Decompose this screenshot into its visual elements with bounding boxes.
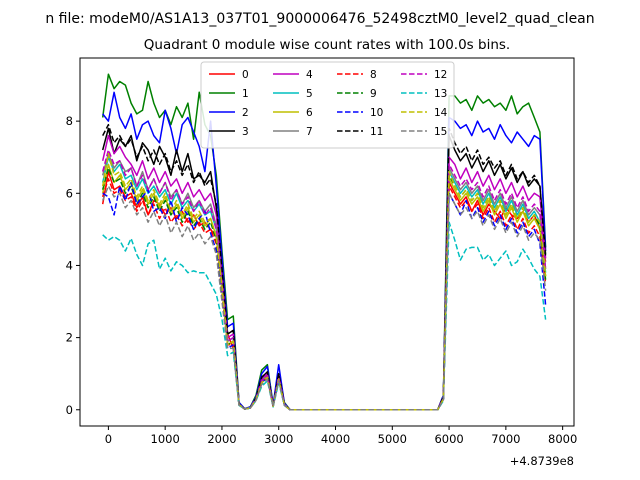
chart-title: Quadrant 0 module wise count rates with … [144,37,510,53]
legend-label-9: 9 [370,88,377,100]
x-tick-label: 6000 [434,432,463,446]
y-tick-label: 0 [66,403,73,417]
x-tick-label: 1000 [151,432,180,446]
series-line-14 [101,152,547,411]
legend-label-8: 8 [370,69,377,81]
series-layer [101,73,547,411]
legend-label-1: 1 [242,88,249,100]
legend-label-3: 3 [242,126,249,138]
x-tick-label: 4000 [321,432,350,446]
x-tick-label: 3000 [264,432,293,446]
x-axis: 0 1000 2000 3000 4000 5000 6000 7000 8000 [105,426,577,446]
plot-frame [79,57,575,427]
legend-label-11: 11 [370,126,383,138]
legend-label-12: 12 [434,69,447,81]
figure-suptitle: n file: modeM0/AS1A13_037T01_9000006476_… [45,11,594,27]
legend-label-14: 14 [434,107,448,119]
legend-label-7: 7 [306,126,313,138]
legend-frame [200,61,455,149]
series-line-15 [102,185,547,411]
y-tick-label: 2 [66,331,73,345]
y-tick-label: 6 [66,186,73,200]
legend-label-5: 5 [306,88,313,100]
legend-label-2: 2 [242,107,249,119]
legend-label-13: 13 [434,88,447,100]
series-line-11 [102,123,547,411]
x-tick-label: 5000 [378,432,407,446]
legend-label-4: 4 [306,69,313,81]
x-tick-label: 0 [105,432,112,446]
x-tick-label: 8000 [548,432,577,446]
x-offset-label: +4.8739e8 [510,454,574,468]
x-tick-label: 2000 [207,432,236,446]
y-tick-label: 4 [66,258,73,272]
legend-label-15: 15 [434,126,447,138]
y-axis: 0 2 4 6 8 [66,114,80,417]
legend-label-10: 10 [370,107,383,119]
legend-label-0: 0 [242,69,249,81]
legend-label-6: 6 [306,107,313,119]
x-tick-label: 7000 [491,432,520,446]
y-tick-label: 8 [66,114,73,128]
